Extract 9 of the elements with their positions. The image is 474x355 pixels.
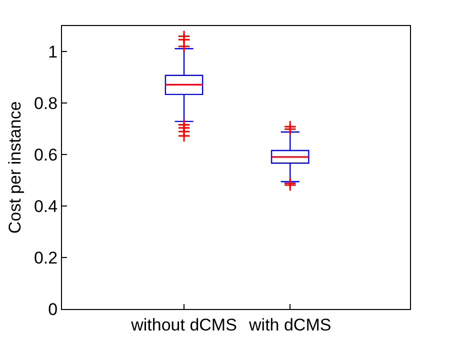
- y-tick-label: 1: [48, 42, 58, 62]
- y-tick-label: 0.8: [34, 94, 58, 114]
- x-tick-label: with dCMS: [248, 315, 332, 334]
- y-axis-title: Cost per instance: [6, 101, 25, 234]
- y-tick-label: 0.4: [34, 197, 58, 216]
- x-tick-label: without dCMS: [130, 315, 237, 334]
- y-tick-label: 0.2: [34, 248, 58, 268]
- y-tick-label: 0.6: [34, 146, 58, 165]
- y-tick-label: 0: [48, 300, 58, 319]
